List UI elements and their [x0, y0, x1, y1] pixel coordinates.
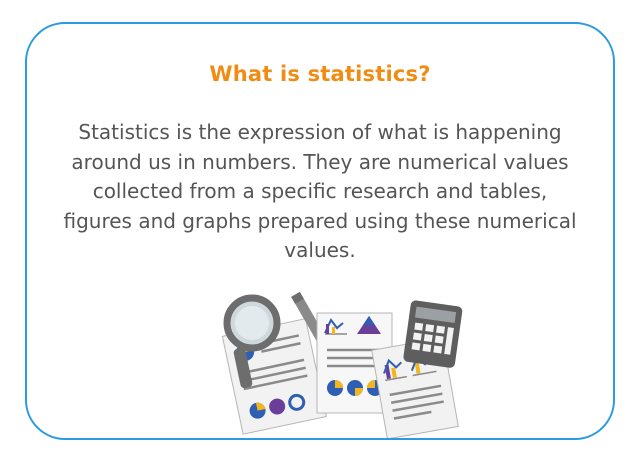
info-card: What is statistics? Statistics is the ex… — [25, 22, 615, 440]
statistics-illustration — [221, 291, 463, 438]
calculator-icon — [403, 300, 463, 368]
magnifying-glass-icon — [223, 294, 281, 389]
card-description: Statistics is the expression of what is … — [63, 120, 577, 262]
card-title: What is statistics? — [209, 62, 431, 86]
